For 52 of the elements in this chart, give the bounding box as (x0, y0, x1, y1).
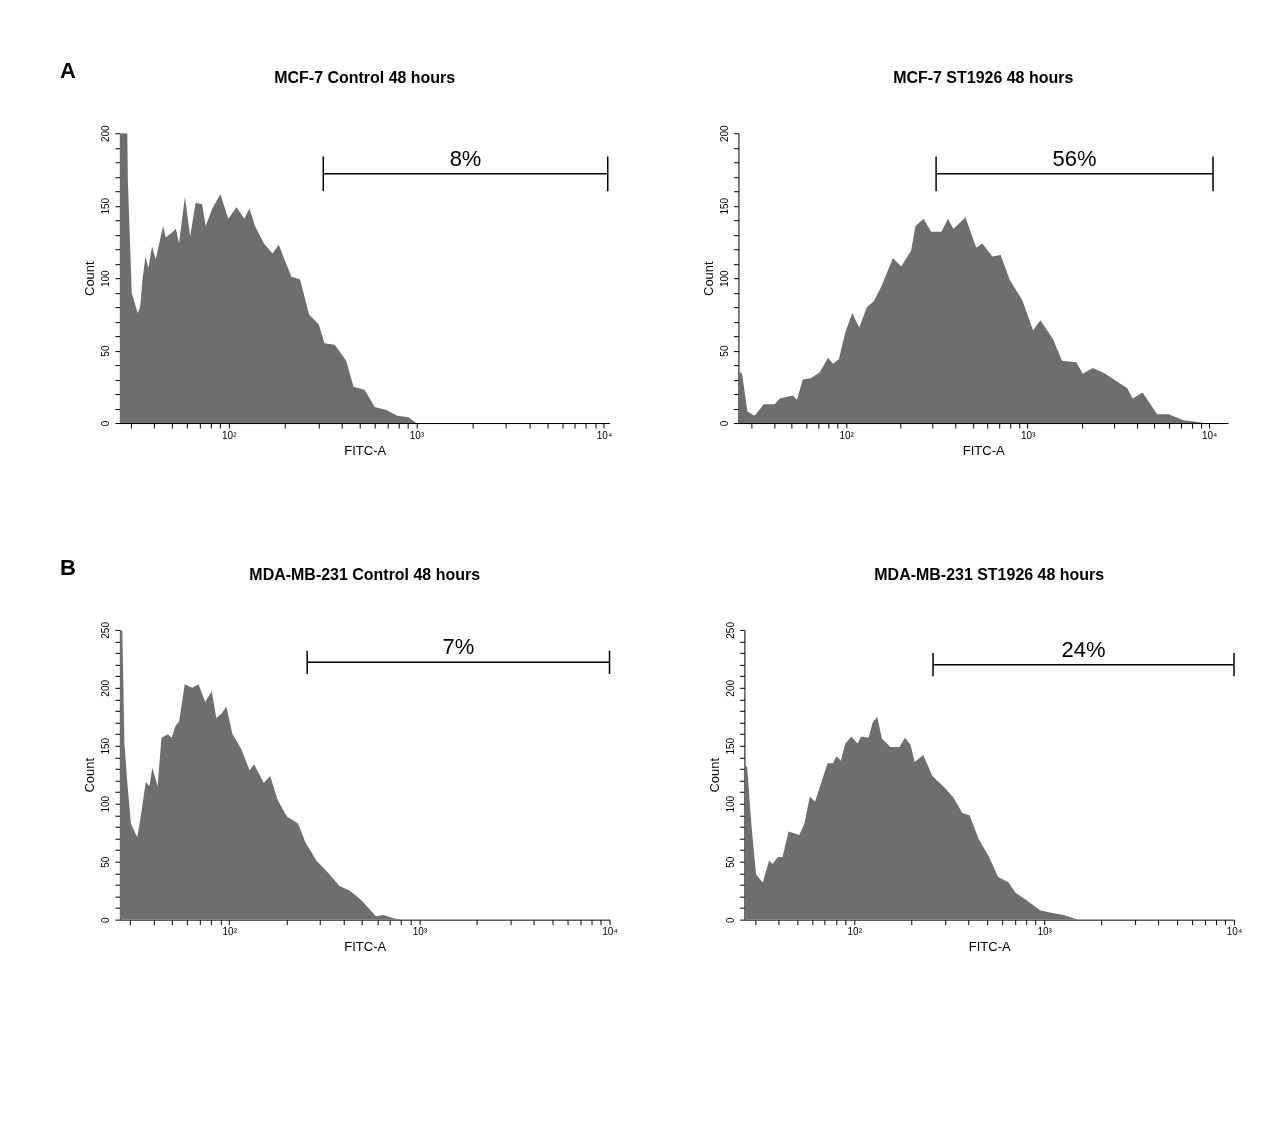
y-axis-title: Count (82, 757, 98, 793)
x-tick-label: 10² (847, 926, 863, 938)
y-tick-label: 50 (718, 345, 730, 357)
y-tick-label: 100 (724, 795, 736, 813)
x-tick-label: 10⁴ (602, 926, 618, 938)
y-tick-label: 50 (100, 856, 112, 868)
chart-title: MCF-7 ST1926 48 hours (893, 69, 1074, 87)
y-tick-label: 150 (100, 197, 112, 215)
x-axis-title: FITC-A (962, 442, 1005, 458)
y-tick-label: 200 (724, 679, 736, 697)
y-tick-label: 200 (100, 679, 112, 697)
x-tick-label: 10³ (412, 926, 428, 938)
y-axis-title: Count (700, 260, 716, 296)
x-tick-label: 10³ (1037, 926, 1053, 938)
y-tick-label: 150 (724, 737, 736, 755)
text: A (59, 58, 76, 84)
y-tick-label: 0 (724, 916, 736, 923)
series-label: 56% (1052, 145, 1097, 171)
y-tick-label: 150 (100, 737, 112, 755)
x-axis-title: FITC-A (968, 939, 1011, 955)
y-axis-title: Count (706, 757, 722, 793)
y-tick-label: 50 (100, 345, 112, 357)
x-axis-title: FITC-A (344, 442, 387, 458)
x-tick-label: 10⁴ (1201, 429, 1218, 441)
y-tick-label: 200 (718, 125, 730, 143)
y-tick-label: 0 (100, 420, 112, 427)
y-tick-label: 250 (724, 621, 736, 639)
x-tick-label: 10³ (409, 429, 425, 441)
y-tick-label: 100 (100, 269, 112, 287)
series-label: 7% (442, 634, 475, 660)
y-tick-label: 0 (718, 420, 730, 427)
chart-title: MDA-MB-231 Control 48 hours (249, 565, 481, 583)
x-tick-label: 10⁴ (1226, 926, 1243, 938)
x-tick-label: 10³ (1020, 429, 1037, 441)
series-label: 8% (449, 145, 482, 171)
x-tick-label: 10⁴ (596, 429, 613, 441)
y-tick-label: 0 (100, 916, 112, 923)
text: B (59, 554, 76, 580)
y-axis-title: Count (82, 260, 98, 296)
x-tick-label: 10² (222, 926, 238, 938)
y-tick-label: 50 (724, 856, 736, 868)
y-tick-label: 250 (100, 621, 112, 639)
series-label: 24% (1061, 636, 1106, 662)
chart-title: MCF-7 Control 48 hours (274, 69, 456, 87)
x-tick-label: 10² (839, 429, 855, 441)
chart-title: MDA-MB-231 ST1926 48 hours (874, 565, 1105, 583)
x-axis-title: FITC-A (344, 939, 387, 955)
y-tick-label: 200 (100, 125, 112, 143)
y-tick-label: 100 (718, 269, 730, 287)
x-tick-label: 10² (222, 429, 238, 441)
y-tick-label: 150 (718, 197, 730, 215)
y-tick-label: 100 (100, 795, 112, 813)
